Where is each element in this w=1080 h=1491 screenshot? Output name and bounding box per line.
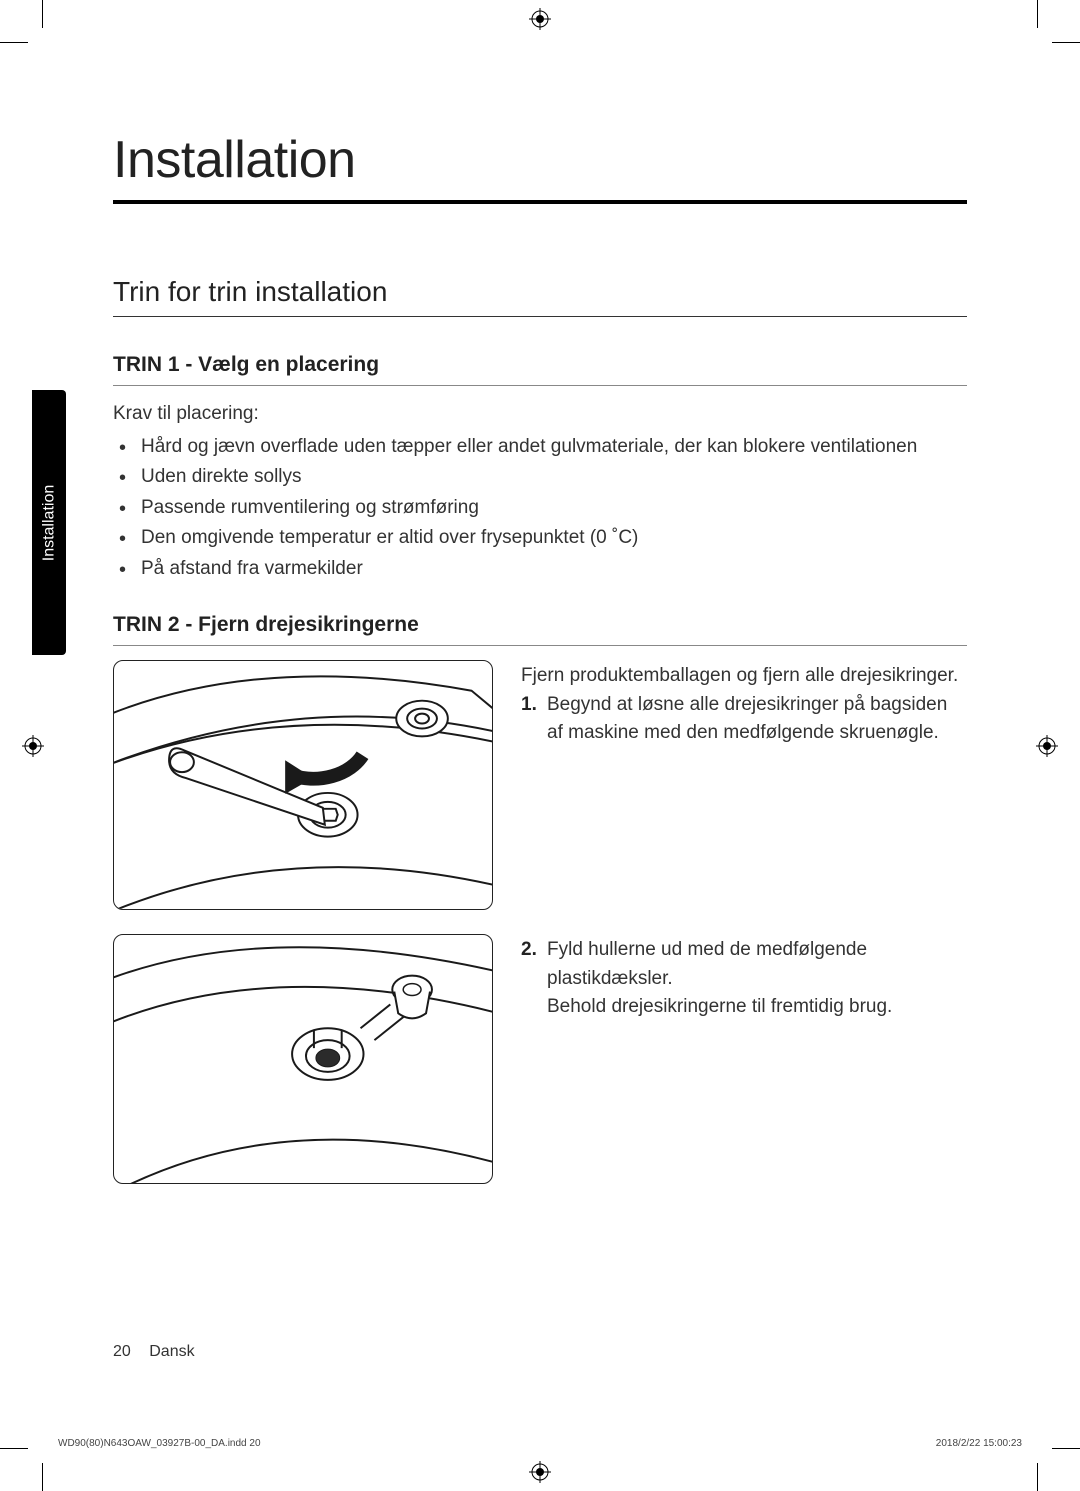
- ordered-item: 2. Fyld hullerne ud med de medfølgende p…: [547, 936, 967, 1022]
- step2-text-2: 2. Fyld hullerne ud med de medfølgende p…: [521, 934, 967, 1028]
- crop-mark: [0, 1448, 28, 1449]
- ordered-item-number: 1.: [521, 691, 537, 720]
- figure-loosen-bolts: [113, 660, 493, 910]
- page-subtitle: Trin for trin installation: [113, 276, 967, 317]
- section-side-tab-label: Installation: [40, 484, 58, 561]
- crop-mark: [42, 0, 43, 28]
- crop-mark: [1037, 0, 1038, 28]
- ordered-item-text: Begynd at løsne alle drejesikringer på b…: [547, 694, 947, 744]
- step1-lead: Krav til placering:: [113, 400, 967, 429]
- page-title: Installation: [113, 130, 967, 204]
- step1-heading: TRIN 1 - Vælg en placering: [113, 353, 967, 386]
- bullet-item: Uden direkte sollys: [141, 463, 967, 492]
- bullet-item: Den omgivende temperatur er altid over f…: [141, 524, 967, 553]
- imprint-timestamp: 2018/2/22 15:00:23: [936, 1438, 1022, 1449]
- step2-row-1: Fjern produktemballagen og fjern alle dr…: [113, 660, 967, 910]
- page-number: 20: [113, 1343, 131, 1360]
- page-content: Installation Trin for trin installation …: [113, 130, 967, 1361]
- ordered-item: 1. Begynd at løsne alle drejesikringer p…: [547, 691, 967, 748]
- figure-plug-holes: [113, 934, 493, 1184]
- bullet-item: På afstand fra varmekilder: [141, 555, 967, 584]
- ordered-item-number: 2.: [521, 936, 537, 965]
- imprint-filename: WD90(80)N643OAW_03927B-00_DA.indd 20: [58, 1438, 261, 1449]
- step2-text-1: Fjern produktemballagen og fjern alle dr…: [521, 660, 967, 754]
- step2-row-2: 2. Fyld hullerne ud med de medfølgende p…: [113, 934, 967, 1184]
- crop-mark: [1052, 1448, 1080, 1449]
- crop-mark: [1037, 1463, 1038, 1491]
- bullet-item: Passende rumventilering og strømføring: [141, 494, 967, 523]
- step1-bullets: Hård og jævn overflade uden tæpper eller…: [113, 433, 967, 584]
- registration-mark-icon: [22, 735, 44, 757]
- bullet-item: Hård og jævn overflade uden tæpper eller…: [141, 433, 967, 462]
- registration-mark-icon: [529, 1461, 551, 1483]
- crop-mark: [0, 42, 28, 43]
- ordered-item-text: Fyld hullerne ud med de medfølgende plas…: [547, 939, 892, 1017]
- crop-mark: [1052, 42, 1080, 43]
- step2-intro: Fjern produktemballagen og fjern alle dr…: [521, 662, 967, 691]
- registration-mark-icon: [1036, 735, 1058, 757]
- crop-mark: [42, 1463, 43, 1491]
- page-language: Dansk: [149, 1343, 194, 1360]
- section-side-tab: Installation: [32, 390, 66, 655]
- registration-mark-icon: [529, 8, 551, 30]
- page-footer: 20 Dansk: [113, 1343, 195, 1361]
- step2-heading: TRIN 2 - Fjern drejesikringerne: [113, 613, 967, 646]
